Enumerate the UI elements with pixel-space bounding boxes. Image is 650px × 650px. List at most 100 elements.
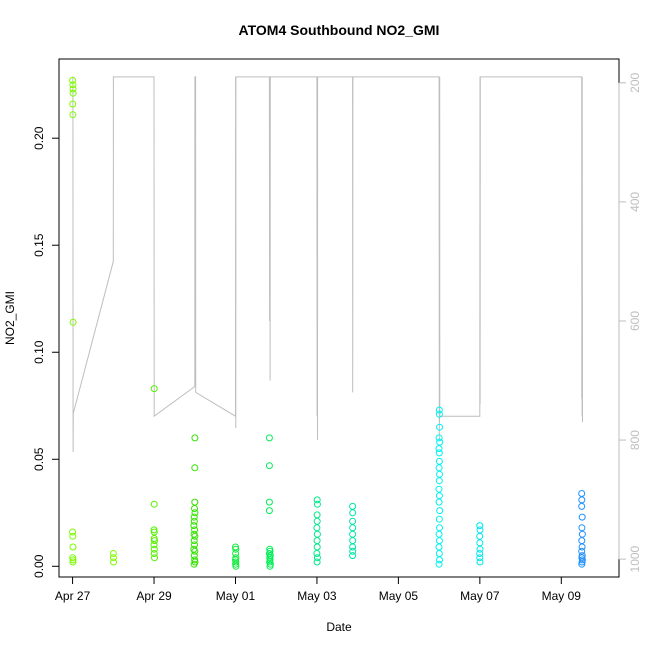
data-point xyxy=(313,524,321,532)
data-point xyxy=(69,532,77,540)
data-point xyxy=(313,500,321,508)
data-point xyxy=(190,537,198,545)
y-tick-label: 0.10 xyxy=(32,340,46,364)
data-point xyxy=(313,496,321,504)
data-point xyxy=(476,545,484,553)
y-axis-title: NO2_GMI xyxy=(3,291,17,345)
x-tick-label: May 05 xyxy=(379,589,419,603)
pressure-track-line xyxy=(72,76,583,453)
data-point xyxy=(578,490,586,497)
y-axis-right: 200 400 600 800 1000 xyxy=(618,72,642,572)
data-point xyxy=(435,457,443,465)
data-point xyxy=(313,537,321,545)
data-point xyxy=(151,554,158,562)
right-tick-label: 600 xyxy=(628,311,642,331)
right-tick-label: 200 xyxy=(628,72,642,92)
data-point xyxy=(313,543,321,551)
data-point xyxy=(349,517,357,525)
y-axis: 0.00 0.05 0.10 0.15 0.20 xyxy=(32,126,60,578)
data-point xyxy=(578,502,586,510)
data-point xyxy=(476,522,484,530)
right-tick-label: 400 xyxy=(628,192,642,212)
data-point xyxy=(313,517,321,525)
data-point xyxy=(191,464,199,472)
data-point xyxy=(69,76,77,84)
data-point xyxy=(436,507,444,515)
data-point xyxy=(476,558,484,566)
x-tick-label: May 03 xyxy=(297,589,337,603)
data-point xyxy=(435,449,443,457)
data-point xyxy=(191,547,199,555)
data-point xyxy=(313,554,321,562)
right-tick-label: 800 xyxy=(628,430,642,450)
data-point xyxy=(349,537,357,545)
data-point xyxy=(69,558,77,566)
data-point xyxy=(349,502,357,510)
data-point xyxy=(436,556,443,564)
data-point xyxy=(435,485,443,493)
data-point xyxy=(110,558,118,566)
data-point xyxy=(578,496,586,504)
data-point xyxy=(435,498,443,506)
data-point xyxy=(191,532,199,540)
data-point xyxy=(190,560,198,568)
data-point xyxy=(435,515,443,523)
y-tick-label: 0.20 xyxy=(32,126,46,150)
data-point xyxy=(150,500,158,508)
data-point xyxy=(69,543,77,551)
data-point xyxy=(265,507,273,515)
data-point xyxy=(109,550,117,557)
data-point xyxy=(190,517,198,525)
data-point xyxy=(232,545,240,553)
data-point xyxy=(435,445,443,453)
data-point xyxy=(69,100,77,108)
data-point xyxy=(349,530,357,538)
data-point xyxy=(436,438,444,446)
data-point xyxy=(313,511,321,519)
data-point xyxy=(578,537,586,545)
data-point xyxy=(436,423,443,431)
data-point xyxy=(436,470,443,478)
data-point xyxy=(313,558,321,566)
right-tick-label: 1000 xyxy=(628,545,642,572)
x-tick-label: Apr 29 xyxy=(136,589,172,603)
chart-title: ATOM4 Southbound NO2_GMI xyxy=(239,22,440,38)
data-point xyxy=(313,550,321,557)
data-point xyxy=(435,530,443,538)
data-point xyxy=(265,434,273,442)
data-point xyxy=(232,562,240,570)
data-point xyxy=(265,462,273,470)
data-point xyxy=(150,545,158,553)
data-point xyxy=(435,477,443,485)
plot-frame xyxy=(58,58,620,578)
data-point xyxy=(578,524,586,532)
y-tick-label: 0.05 xyxy=(32,447,46,471)
data-point xyxy=(436,524,443,532)
data-point xyxy=(578,560,586,568)
y-tick-label: 0.00 xyxy=(32,554,46,578)
data-point xyxy=(150,528,158,536)
data-point xyxy=(69,318,77,326)
data-point xyxy=(435,492,443,500)
x-tick-label: May 07 xyxy=(460,589,500,603)
data-point xyxy=(578,543,586,551)
data-point xyxy=(150,385,158,393)
data-point xyxy=(349,552,357,560)
data-point xyxy=(349,509,357,517)
data-point xyxy=(435,537,443,545)
data-point xyxy=(69,89,77,97)
data-point xyxy=(435,543,443,551)
data-point xyxy=(69,81,77,89)
data-point xyxy=(349,524,357,532)
data-point xyxy=(191,505,198,512)
data-point xyxy=(435,560,443,568)
data-point xyxy=(313,530,321,538)
data-point xyxy=(476,554,484,562)
y-tick-label: 0.15 xyxy=(32,233,46,257)
data-point xyxy=(69,528,77,536)
data-point xyxy=(578,513,586,521)
x-tick-label: May 01 xyxy=(216,589,256,603)
data-point xyxy=(435,464,443,472)
data-point xyxy=(150,541,158,549)
